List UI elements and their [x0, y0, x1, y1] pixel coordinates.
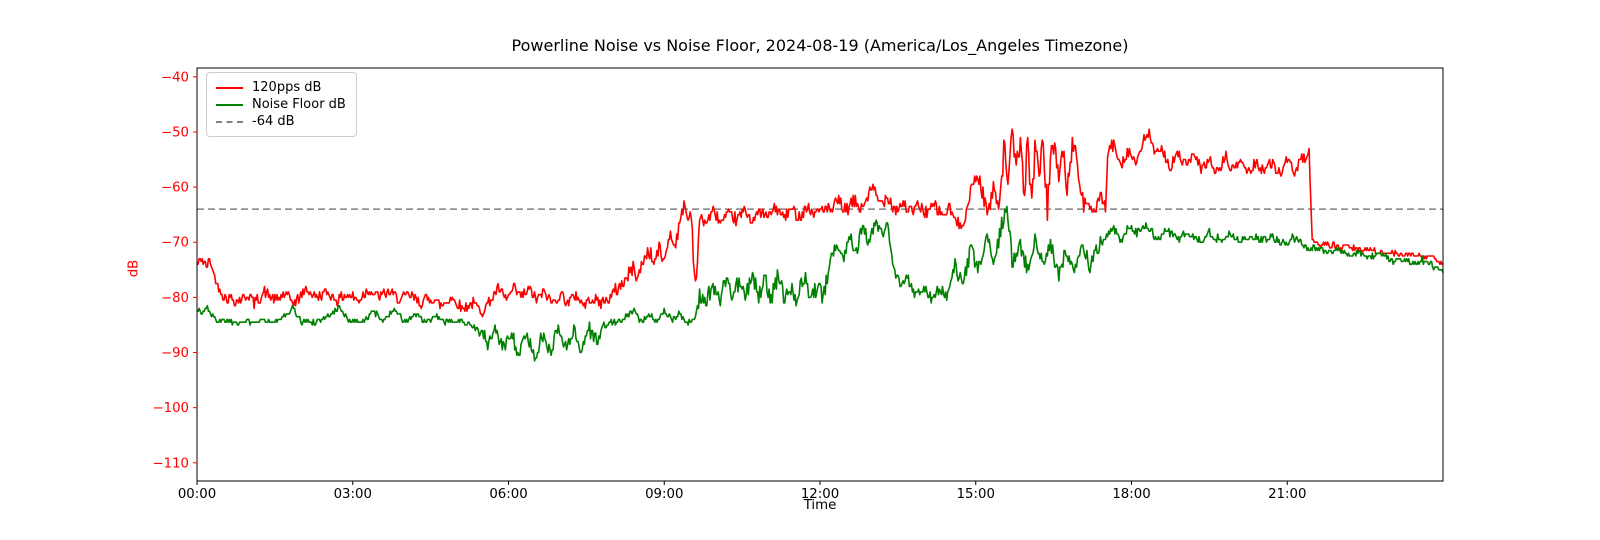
y-axis-label: dB — [126, 259, 142, 278]
legend-item-120pps: 120pps dB — [216, 79, 346, 96]
legend-line-sample-green — [216, 103, 243, 106]
y-tick-label: −110 — [152, 456, 189, 471]
y-tick-label: −100 — [152, 401, 189, 416]
legend-item-threshold: -64 dB — [216, 113, 346, 130]
legend-line-sample-dashed — [216, 120, 243, 123]
legend: 120pps dB Noise Floor dB -64 dB — [206, 72, 357, 137]
plot-border — [196, 67, 1444, 482]
legend-label: 120pps dB — [252, 80, 322, 95]
y-tick-label: −60 — [161, 181, 189, 196]
x-tick-label: 00:00 — [178, 487, 216, 502]
x-tick-label: 15:00 — [957, 487, 995, 502]
legend-item-noise-floor: Noise Floor dB — [216, 96, 346, 113]
x-axis-label: Time — [803, 498, 837, 513]
y-tick-label: −70 — [161, 236, 189, 251]
legend-line-sample-red — [216, 86, 243, 89]
y-tick-label: −50 — [161, 125, 189, 140]
series-line-noise-floor — [197, 205, 1444, 362]
x-tick-label: 09:00 — [645, 487, 683, 502]
x-tick-label: 12:00 — [801, 487, 839, 502]
legend-label: Noise Floor dB — [252, 97, 346, 112]
series-line-120pps — [197, 128, 1443, 318]
chart-title: Powerline Noise vs Noise Floor, 2024-08-… — [511, 36, 1129, 55]
x-tick-label: 21:00 — [1268, 487, 1306, 502]
legend-label: -64 dB — [252, 114, 295, 129]
y-tick-label: −90 — [161, 346, 189, 361]
y-tick-label: −40 — [161, 70, 189, 85]
x-tick-label: 03:00 — [334, 487, 372, 502]
x-tick-label: 18:00 — [1112, 487, 1150, 502]
x-tick-label: 06:00 — [489, 487, 527, 502]
y-tick-label: −80 — [161, 291, 189, 306]
